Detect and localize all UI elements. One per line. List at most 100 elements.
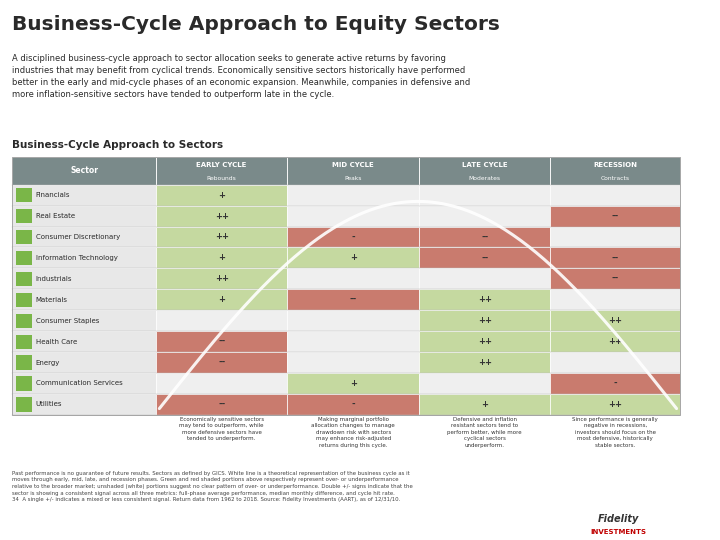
Bar xyxy=(12,206,156,226)
Text: ++: ++ xyxy=(608,400,622,409)
Bar xyxy=(12,373,156,394)
Text: +: + xyxy=(218,253,225,262)
Text: RECESSION: RECESSION xyxy=(593,162,637,168)
Bar xyxy=(12,331,156,352)
Text: Business-Cycle Approach to Equity Sectors: Business-Cycle Approach to Equity Sector… xyxy=(12,15,500,34)
Text: ++: ++ xyxy=(478,295,492,304)
Bar xyxy=(287,226,419,247)
Bar xyxy=(12,157,156,185)
Text: Economically sensitive sectors
may tend to outperform, while
more defensive sect: Economically sensitive sectors may tend … xyxy=(179,417,264,441)
Text: Fidelity: Fidelity xyxy=(598,514,639,524)
Bar xyxy=(551,331,680,352)
Bar xyxy=(287,310,419,331)
Bar xyxy=(419,352,551,373)
Bar xyxy=(12,268,156,289)
Text: -: - xyxy=(351,233,355,241)
Text: INVESTMENTS: INVESTMENTS xyxy=(590,529,646,535)
Text: Making marginal portfolio
allocation changes to manage
drawdown risk with sector: Making marginal portfolio allocation cha… xyxy=(311,417,395,448)
Bar xyxy=(551,247,680,268)
Bar xyxy=(551,352,680,373)
Bar xyxy=(287,373,419,394)
Bar xyxy=(156,157,287,185)
Text: --: -- xyxy=(350,295,357,304)
Bar xyxy=(156,226,287,247)
Text: Information Technology: Information Technology xyxy=(36,255,117,261)
Text: ASSET MARKETS: ASSET MARKETS xyxy=(701,238,706,302)
Text: Consumer Discretionary: Consumer Discretionary xyxy=(36,234,120,240)
Bar xyxy=(419,185,551,206)
Bar xyxy=(156,352,287,373)
Text: Defensive and inflation
resistant sectors tend to
perform better, while more
cyc: Defensive and inflation resistant sector… xyxy=(447,417,522,448)
Text: --: -- xyxy=(611,274,619,284)
Bar xyxy=(156,373,287,394)
Bar xyxy=(17,376,32,390)
Text: --: -- xyxy=(218,400,225,409)
Bar xyxy=(551,310,680,331)
Bar xyxy=(12,226,156,247)
Bar xyxy=(17,272,32,286)
Text: Utilities: Utilities xyxy=(36,401,62,407)
Bar xyxy=(17,230,32,244)
Bar xyxy=(12,289,156,310)
Text: -: - xyxy=(613,379,617,388)
Text: --: -- xyxy=(611,253,619,262)
Bar xyxy=(287,268,419,289)
Text: Real Estate: Real Estate xyxy=(36,213,75,219)
Bar xyxy=(551,394,680,415)
Bar xyxy=(551,206,680,226)
Text: --: -- xyxy=(218,337,225,346)
Text: ++: ++ xyxy=(215,233,229,241)
Text: +: + xyxy=(481,400,488,409)
Bar xyxy=(287,289,419,310)
Bar xyxy=(419,157,551,185)
Text: +: + xyxy=(350,379,356,388)
Bar xyxy=(156,310,287,331)
Bar xyxy=(419,310,551,331)
Text: ++: ++ xyxy=(478,316,492,325)
Bar xyxy=(419,226,551,247)
Bar xyxy=(287,331,419,352)
Text: Consumer Staples: Consumer Staples xyxy=(36,318,99,323)
Text: LATE CYCLE: LATE CYCLE xyxy=(462,162,508,168)
Bar xyxy=(287,394,419,415)
Bar xyxy=(551,157,680,185)
Text: Moderates: Moderates xyxy=(469,176,500,181)
Text: A disciplined business-cycle approach to sector allocation seeks to generate act: A disciplined business-cycle approach to… xyxy=(12,54,471,99)
Bar xyxy=(287,247,419,268)
Bar xyxy=(419,373,551,394)
Bar xyxy=(12,394,156,415)
Text: Sector: Sector xyxy=(70,166,98,175)
Bar xyxy=(156,331,287,352)
Bar xyxy=(551,226,680,247)
Bar xyxy=(17,251,32,265)
Bar xyxy=(156,289,287,310)
Text: Energy: Energy xyxy=(36,360,60,366)
Bar xyxy=(156,394,287,415)
Text: ++: ++ xyxy=(608,337,622,346)
Bar xyxy=(17,293,32,307)
Text: +: + xyxy=(218,191,225,200)
Text: Financials: Financials xyxy=(36,192,71,198)
Bar xyxy=(419,206,551,226)
Text: ++: ++ xyxy=(608,316,622,325)
Bar xyxy=(287,206,419,226)
Bar xyxy=(12,157,680,415)
Bar xyxy=(551,373,680,394)
Bar xyxy=(17,188,32,202)
Text: --: -- xyxy=(481,253,488,262)
Text: ++: ++ xyxy=(215,212,229,220)
Bar xyxy=(551,289,680,310)
Text: Rebounds: Rebounds xyxy=(207,176,237,181)
Text: +: + xyxy=(350,253,356,262)
Bar xyxy=(551,185,680,206)
Bar xyxy=(287,352,419,373)
Bar xyxy=(156,185,287,206)
Text: Business-Cycle Approach to Sectors: Business-Cycle Approach to Sectors xyxy=(12,140,223,151)
Bar xyxy=(419,331,551,352)
Text: Communication Services: Communication Services xyxy=(36,381,122,387)
Bar xyxy=(12,352,156,373)
Bar xyxy=(156,268,287,289)
Bar xyxy=(12,185,156,206)
Text: -: - xyxy=(351,400,355,409)
Text: Health Care: Health Care xyxy=(36,339,77,345)
